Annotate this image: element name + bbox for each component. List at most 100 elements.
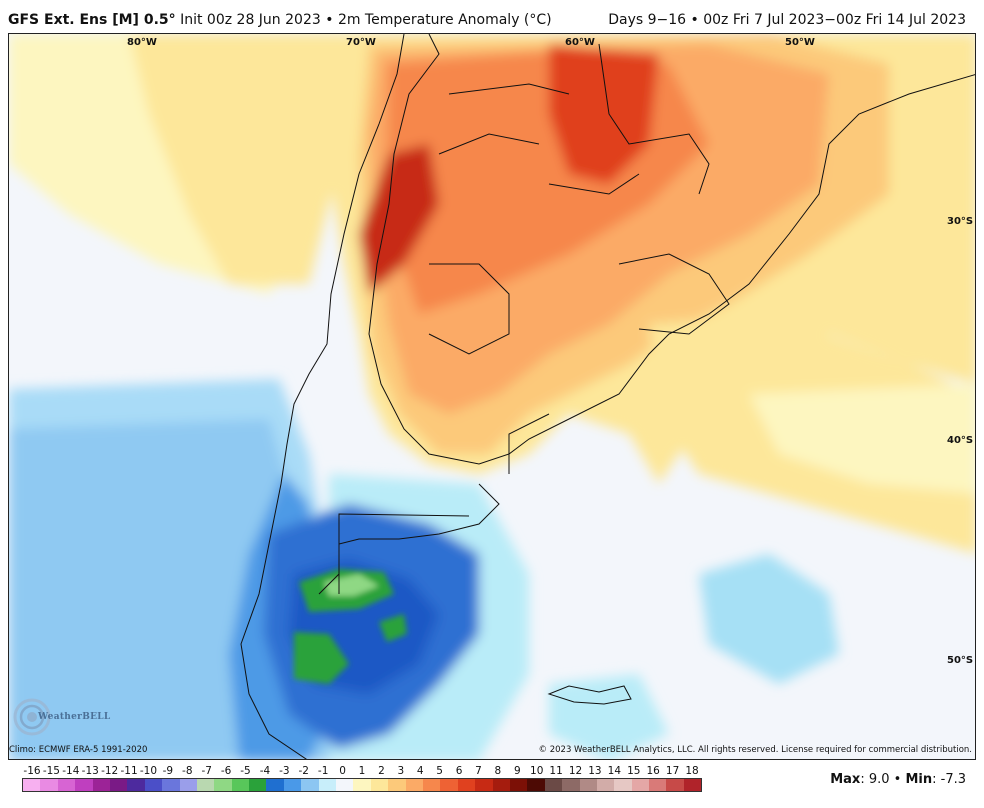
scale-tick-label: 8 bbox=[494, 765, 502, 777]
scale-tick-label: -15 bbox=[42, 765, 60, 777]
anomaly-map: 80°W 70°W 60°W 50°W 30°S 40°S 50°S bbox=[8, 33, 976, 760]
scale-tick-label: -8 bbox=[182, 765, 193, 777]
scale-tick-label: 6 bbox=[455, 765, 463, 777]
scale-tick-label: 10 bbox=[530, 765, 544, 777]
scale-swatch bbox=[666, 779, 684, 791]
scale-tick-label: -2 bbox=[298, 765, 309, 777]
scale-tick-label: -6 bbox=[220, 765, 232, 777]
scale-tick-label: 5 bbox=[436, 765, 443, 777]
lat-label-50s: 50°S bbox=[947, 655, 974, 666]
scale-swatch bbox=[196, 779, 215, 791]
lon-label-60w: 60°W bbox=[565, 37, 595, 48]
scale-swatch bbox=[40, 779, 58, 791]
swirl-icon bbox=[13, 698, 51, 736]
scale-tick-label: -1 bbox=[317, 765, 329, 777]
scale-swatch bbox=[509, 779, 528, 791]
scale-tick-label: -5 bbox=[240, 765, 251, 777]
scale-tick-label: 15 bbox=[627, 765, 641, 777]
scale-tick-label: -4 bbox=[259, 765, 271, 777]
scale-tick-label: 1 bbox=[358, 765, 366, 777]
scale-tick-label: 0 bbox=[339, 765, 346, 777]
scale-bar bbox=[22, 778, 702, 792]
scale-swatch bbox=[301, 779, 319, 791]
scale-swatch bbox=[475, 779, 493, 791]
scale-tick-label: -10 bbox=[139, 765, 158, 777]
weatherbell-logo: WeatherBELL bbox=[12, 695, 110, 739]
scale-tick-label: -9 bbox=[162, 765, 174, 777]
scale-swatch bbox=[249, 779, 267, 791]
scale-tick-label: -13 bbox=[81, 765, 99, 777]
scale-tick-label: -16 bbox=[23, 765, 41, 777]
scale-swatch bbox=[492, 779, 510, 791]
map-title: GFS Ext. Ens [M] 0.5° Init 00z 28 Jun 20… bbox=[8, 12, 552, 28]
scale-tick-label: 17 bbox=[665, 765, 680, 777]
scale-labels: -16 -15 -14 -13 -12 -11 -10 -9 -8 -7 -6 -5 -4 -3 -2 -1 0… bbox=[22, 765, 702, 777]
map-svg bbox=[9, 34, 975, 759]
scale-swatch bbox=[57, 779, 76, 791]
lat-label-40s: 40°S bbox=[947, 435, 974, 446]
scale-tick-label: 18 bbox=[685, 765, 699, 777]
copyright-note: © 2023 WeatherBELL Analytics, LLC. All r… bbox=[538, 745, 972, 755]
color-scale: -16 -15 -14 -13 -12 -11 -10 -9 -8 -7 -6 -5 -4 -3 -2 -1 0… bbox=[22, 765, 702, 793]
scale-tick-label: -3 bbox=[279, 765, 290, 777]
scale-tick-label: -12 bbox=[101, 765, 119, 777]
scale-swatch bbox=[370, 779, 389, 791]
scale-tick-label: 16 bbox=[646, 765, 660, 777]
scale-swatch bbox=[649, 779, 667, 791]
scale-swatch bbox=[144, 779, 163, 791]
scale-swatch bbox=[562, 779, 580, 791]
scale-swatch bbox=[614, 779, 632, 791]
min-value: : -7.3 bbox=[932, 772, 966, 787]
scale-swatch bbox=[353, 779, 371, 791]
scale-swatch bbox=[683, 779, 702, 791]
scale-swatch bbox=[75, 779, 93, 791]
scale-tick-label: -14 bbox=[62, 765, 80, 777]
climo-note: Climo: ECMWF ERA-5 1991-2020 bbox=[9, 745, 148, 755]
scale-swatch bbox=[266, 779, 284, 791]
scale-swatch bbox=[596, 779, 615, 791]
run-info: Init 00z 28 Jun 2023 bbox=[180, 12, 321, 28]
scale-tick-label: 9 bbox=[513, 765, 521, 777]
scale-swatch bbox=[179, 779, 197, 791]
scale-tick-label: 14 bbox=[607, 765, 622, 777]
lon-label-70w: 70°W bbox=[346, 37, 376, 48]
lon-label-80w: 80°W bbox=[127, 37, 157, 48]
scale-tick-label: 13 bbox=[588, 765, 602, 777]
scale-swatch bbox=[127, 779, 145, 791]
scale-swatch bbox=[162, 779, 180, 791]
scale-swatch bbox=[422, 779, 441, 791]
field-name: 2m Temperature Anomaly ( bbox=[337, 12, 530, 28]
scale-swatch bbox=[631, 779, 650, 791]
scale-swatch bbox=[231, 779, 250, 791]
scale-tick-label: 3 bbox=[397, 765, 405, 777]
scale-tick-label: -11 bbox=[120, 765, 138, 777]
scale-tick-label: 12 bbox=[568, 765, 583, 777]
coastlines bbox=[240, 34, 975, 759]
scale-swatch bbox=[457, 779, 476, 791]
valid-period: Days 9−16 • 00z Fri 7 Jul 2023−00z Fri 1… bbox=[608, 12, 966, 28]
lon-label-50w: 50°W bbox=[785, 37, 815, 48]
scale-tick-label: 7 bbox=[475, 765, 482, 777]
scale-swatch bbox=[544, 779, 563, 791]
scale-swatch bbox=[405, 779, 423, 791]
max-min-readout: Max: 9.0 • Min: -7.3 bbox=[830, 772, 966, 787]
scale-swatch bbox=[214, 779, 232, 791]
scale-tick-label: 2 bbox=[378, 765, 385, 777]
scale-swatch bbox=[579, 779, 597, 791]
lat-label-30s: 30°S bbox=[947, 216, 974, 227]
logo-text: WeatherBELL bbox=[38, 712, 111, 722]
scale-swatch bbox=[440, 779, 458, 791]
scale-swatch bbox=[23, 779, 41, 791]
scale-tick-label: -7 bbox=[201, 765, 212, 777]
max-value: : 9.0 bbox=[860, 772, 890, 787]
scale-swatch bbox=[109, 779, 128, 791]
anomaly-shading bbox=[9, 34, 975, 759]
scale-tick-label: 4 bbox=[416, 765, 424, 777]
scale-swatch bbox=[318, 779, 337, 791]
scale-swatch bbox=[283, 779, 302, 791]
cold-pockets bbox=[294, 569, 407, 684]
scale-tick-label: 11 bbox=[549, 765, 563, 777]
scale-swatch bbox=[92, 779, 110, 791]
scale-swatch bbox=[527, 779, 545, 791]
scale-swatch bbox=[336, 779, 354, 791]
